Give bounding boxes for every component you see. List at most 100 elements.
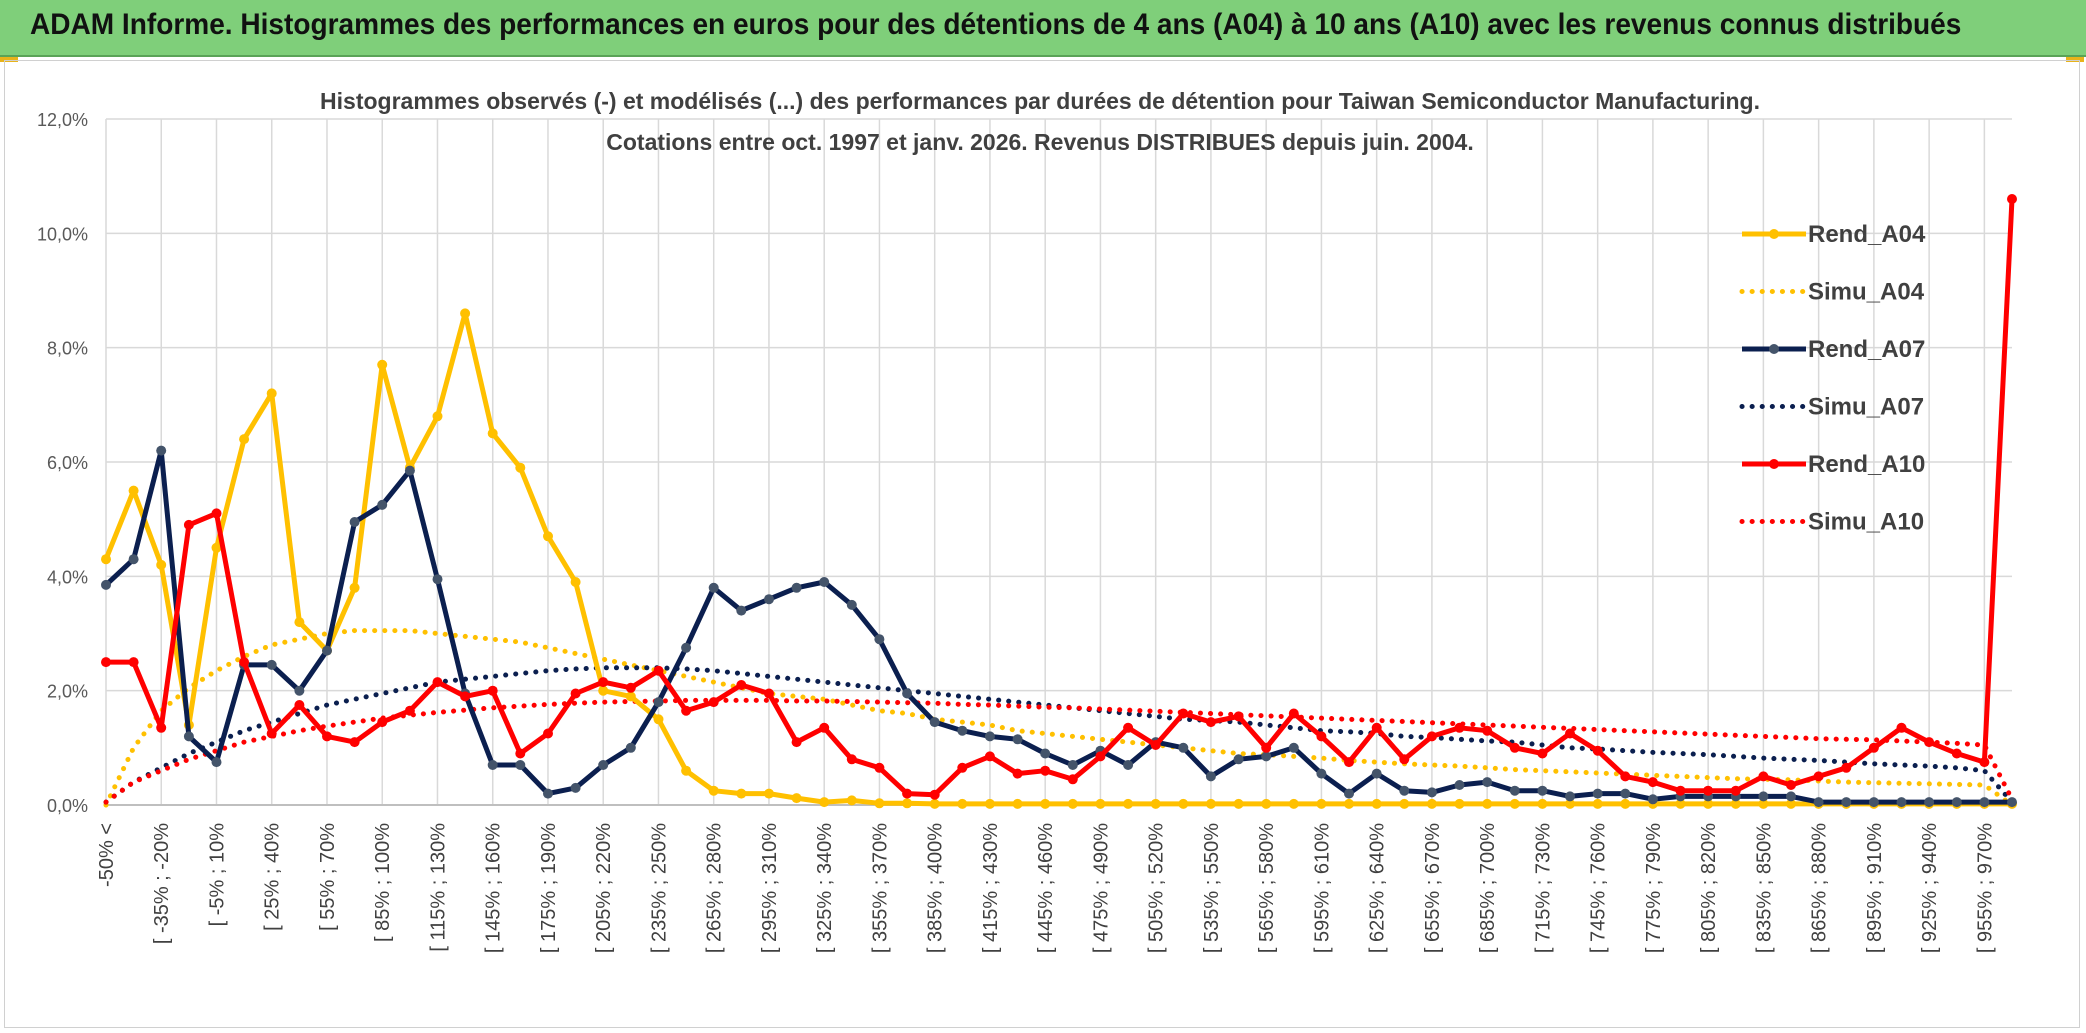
data-point [764, 594, 774, 605]
data-point [211, 542, 222, 553]
data-point [1758, 791, 1769, 802]
data-point [1813, 771, 1824, 782]
series-line [104, 448, 2012, 805]
data-point [377, 359, 388, 370]
legend-label: Simu_A10 [1808, 509, 1924, 536]
legend-item-simu-a04: Simu_A04 [1739, 279, 1925, 306]
data-point [1924, 737, 1935, 748]
data-point [1482, 725, 1493, 736]
x-tick-label: [ 685% ; 700% [1477, 823, 1499, 953]
data-point [1647, 777, 1658, 788]
data-point [1703, 785, 1714, 796]
data-point [1565, 798, 1575, 809]
data-point [1399, 754, 1410, 765]
data-point [708, 582, 719, 593]
data-point [653, 665, 664, 676]
x-tick-label: [ 835% ; 850% [1753, 823, 1775, 953]
data-point [708, 785, 719, 796]
data-point [1316, 798, 1327, 809]
data-point [957, 798, 968, 809]
series-line [106, 198, 2015, 798]
data-point [819, 722, 830, 733]
data-point [349, 517, 360, 527]
y-tick-label: 4,0% [47, 567, 88, 587]
x-tick-label: [ 205% ; 220% [593, 823, 615, 953]
legend-marker [1769, 344, 1779, 354]
x-tick-label: [ 625% ; 640% [1367, 823, 1389, 953]
y-tick-label: 8,0% [47, 339, 88, 359]
data-point [1095, 798, 1106, 809]
data-point [736, 788, 747, 799]
data-point [1399, 785, 1410, 796]
x-tick-label: [ 55% ; 70% [317, 823, 339, 931]
data-point [764, 788, 774, 799]
data-point [1399, 798, 1410, 809]
x-tick-label: [ 655% ; 670% [1422, 823, 1444, 953]
x-tick-label: [ 445% ; 460% [1035, 823, 1057, 953]
data-point [625, 691, 636, 702]
data-point [349, 582, 360, 593]
series-rend-a10 [101, 194, 2017, 800]
series-line [103, 697, 2015, 805]
chart-title-block: Histogrammes observés (-) et modélisés (… [320, 88, 1760, 155]
data-point [1316, 731, 1327, 742]
data-point [1123, 722, 1134, 733]
data-point [1371, 768, 1382, 779]
data-point [404, 465, 415, 476]
data-point [1620, 788, 1631, 799]
x-tick-label: [ 805% ; 820% [1698, 823, 1720, 953]
data-point [929, 789, 940, 800]
data-point [1565, 791, 1575, 802]
data-point [1123, 760, 1134, 770]
x-tick-label: [ 505% ; 520% [1146, 823, 1168, 953]
data-point [625, 682, 636, 693]
data-point [1951, 797, 1962, 808]
legend-item-rend-a04: Rend_A04 [1742, 221, 1926, 248]
legend-label: Rend_A10 [1808, 451, 1925, 478]
data-point [681, 642, 692, 653]
x-tick-label: [ -5% ; 10% [206, 823, 228, 927]
data-point [266, 728, 277, 739]
data-point [1703, 798, 1714, 809]
data-point [1896, 797, 1907, 808]
data-point [1123, 798, 1134, 809]
data-point [736, 605, 747, 616]
data-point [294, 700, 305, 710]
x-tick-label: [ 265% ; 280% [704, 823, 726, 953]
x-tick-label: -50% < [96, 823, 118, 887]
data-point [1841, 762, 1852, 773]
chart-title: Histogrammes observés (-) et modélisés (… [320, 88, 1760, 114]
data-point [211, 508, 222, 519]
data-point [1067, 798, 1078, 809]
data-point [874, 634, 885, 645]
data-point [1426, 731, 1437, 742]
axis-layer: 0,0% 2,0% 4,0% 6,0% 8,0% 10,0% 12,0% -50% < [ -3… [37, 110, 2012, 953]
data-point [902, 788, 913, 799]
data-point [1620, 798, 1631, 809]
data-point [543, 728, 553, 739]
data-point [487, 428, 498, 439]
data-point [515, 462, 526, 473]
data-point [239, 657, 250, 668]
data-point [1979, 757, 1990, 768]
legend-item-simu-a07: Simu_A07 [1739, 394, 1924, 421]
data-point [984, 798, 995, 809]
legend-marker [1769, 229, 1779, 239]
x-tick-label: [ 415% ; 430% [980, 823, 1002, 953]
data-point [957, 762, 968, 773]
data-point [1454, 780, 1465, 790]
data-point [1537, 748, 1548, 759]
data-point [432, 411, 443, 422]
data-point [1316, 768, 1327, 779]
data-point [1758, 798, 1769, 809]
data-point [543, 788, 553, 799]
data-point [515, 760, 526, 770]
data-point [598, 685, 609, 696]
chart-subtitle: Cotations entre oct. 1997 et janv. 2026.… [606, 129, 1473, 155]
data-point [101, 657, 111, 668]
x-tick-label: [ 115% ; 130% [427, 823, 449, 952]
y-tick-label: 0,0% [47, 796, 88, 816]
data-point [1344, 788, 1354, 799]
data-point [101, 579, 111, 590]
data-point [1620, 771, 1631, 782]
